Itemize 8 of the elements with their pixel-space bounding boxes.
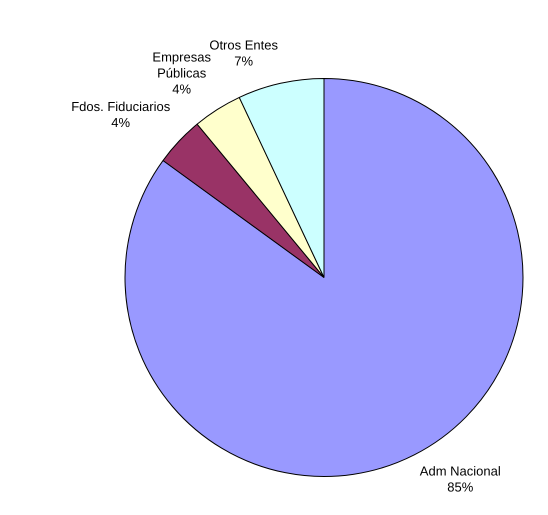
slice-label: Otros Entes (209, 38, 278, 53)
data-label: 4% (111, 115, 131, 130)
slice-label: Empresas Públicas (152, 49, 212, 80)
data-label: 4% (172, 81, 192, 96)
data-label: 85% (447, 480, 474, 495)
slice-label: Adm Nacional (420, 464, 501, 479)
data-label: 7% (234, 54, 254, 69)
slice-label: Fdos. Fiduciarios (71, 99, 171, 114)
